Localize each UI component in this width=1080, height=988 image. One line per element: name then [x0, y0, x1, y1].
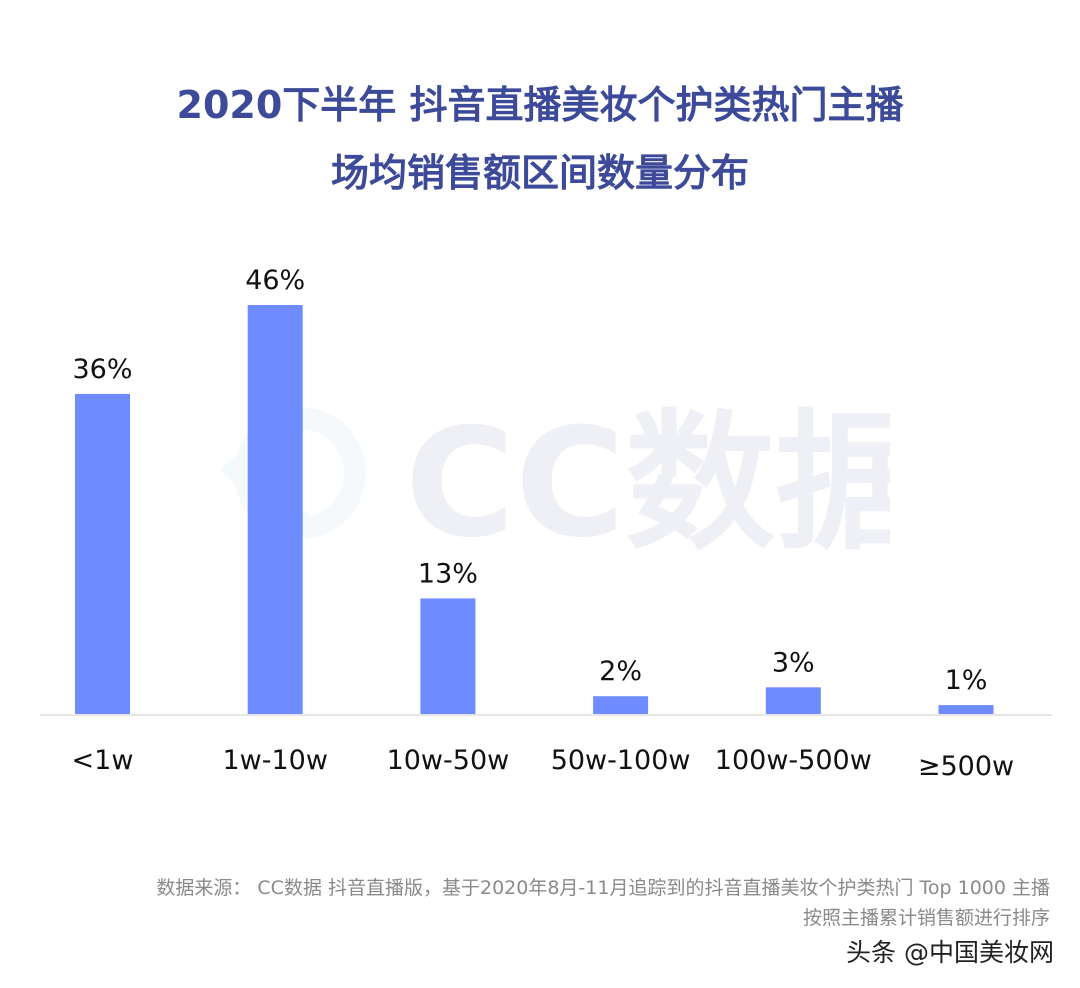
bar-2 — [420, 598, 476, 714]
data-label-1: 46% — [245, 265, 305, 296]
source-note-line2: 按照主播累计销售额进行排序 — [802, 907, 1050, 929]
credit-text: 头条 @中国美妆网 — [846, 938, 1054, 967]
watermark-text: CC数据 — [405, 397, 890, 555]
bar-1 — [247, 305, 303, 714]
data-label-2: 13% — [418, 558, 478, 589]
x-tick-label-5: ≥500w — [918, 751, 1014, 782]
x-tick-label-0: <1w — [72, 745, 134, 776]
chart-title-line2: 场均销售额区间数量分布 — [330, 151, 749, 195]
data-label-5: 1% — [945, 665, 988, 696]
data-label-4: 3% — [772, 647, 815, 678]
bar-chart: 36% <1w 46% 1w-10w 13% 10w-50w 2% 50w-100w 3% 100… — [40, 265, 1052, 782]
data-label-0: 36% — [72, 354, 132, 385]
x-tick-label-4: 100w-500w — [715, 745, 872, 776]
source-note-line1: 数据来源： CC数据 抖音直播版，基于2020年8月-11月追踪到的抖音直播美妆… — [156, 877, 1050, 899]
x-tick-label-2: 10w-50w — [387, 745, 510, 776]
bar-3 — [593, 696, 649, 714]
bar-5 — [938, 705, 994, 714]
chart-title-line1: 2020下半年 抖音直播美妆个护类热门主播 — [176, 83, 904, 127]
bar-0 — [75, 393, 130, 714]
data-label-3: 2% — [599, 656, 642, 687]
bar-4 — [765, 687, 821, 714]
x-tick-label-1: 1w-10w — [222, 745, 327, 776]
x-tick-label-3: 50w-100w — [551, 745, 691, 776]
